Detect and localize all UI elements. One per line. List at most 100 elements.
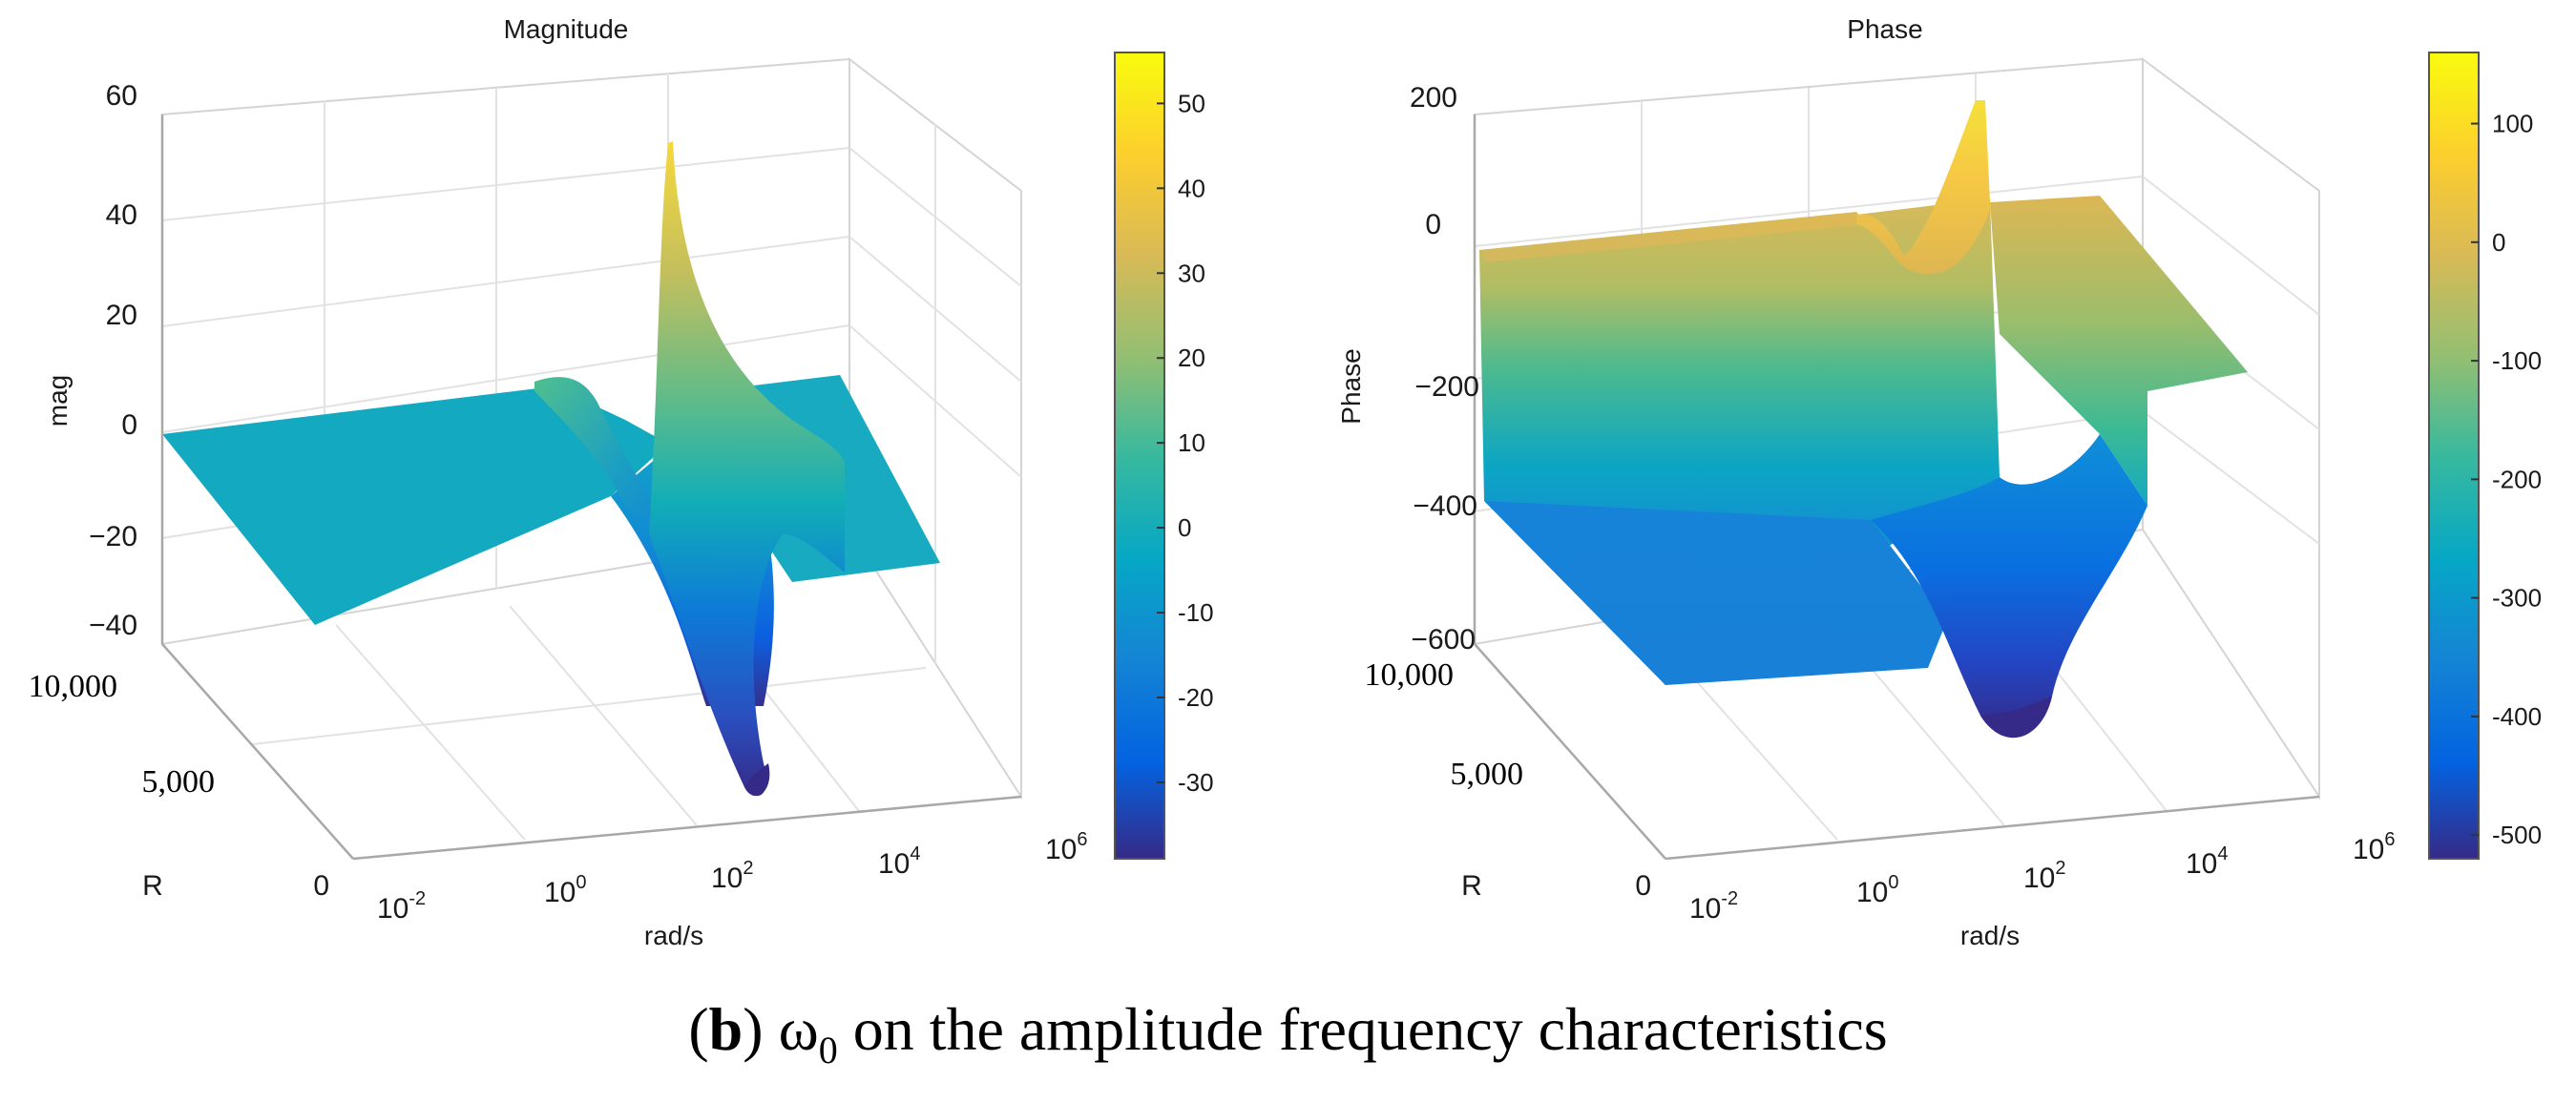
colorbar-tick-label: -20 bbox=[1178, 683, 1214, 712]
figure-caption: (b) ω0 on the amplitude frequency charac… bbox=[688, 995, 1888, 1072]
colorbar-tick-label: -400 bbox=[2492, 702, 2542, 731]
magnitude-z-label: mag bbox=[43, 375, 73, 427]
x-tick-base: 10 bbox=[711, 863, 743, 894]
x-tick: 10-2 bbox=[377, 888, 426, 925]
phase-top-edge bbox=[1479, 212, 1866, 262]
phase-x-label: rad/s bbox=[1960, 921, 2020, 950]
magnitude-colorbar: 50 40 30 20 10 0 -10 -20 -30 bbox=[1114, 52, 1214, 860]
z-tick: 20 bbox=[106, 300, 137, 331]
x-tick: 100 bbox=[544, 872, 587, 908]
x-tick: 104 bbox=[2186, 843, 2229, 880]
colorbar-tick-label: 0 bbox=[2492, 228, 2505, 257]
y-tick: 0 bbox=[1635, 870, 1651, 902]
z-tick: −200 bbox=[1414, 371, 1479, 403]
caption-label: b bbox=[708, 995, 743, 1063]
phase-trough bbox=[1980, 697, 2052, 739]
magnitude-title: Magnitude bbox=[504, 14, 629, 44]
x-tick: 104 bbox=[878, 843, 921, 880]
x-tick: 106 bbox=[2353, 829, 2396, 865]
magnitude-colorbar-gradient bbox=[1114, 52, 1165, 860]
magnitude-flat-plane bbox=[162, 386, 668, 625]
magnitude-y-label: R bbox=[142, 870, 163, 902]
phase-x-ticks: 10-2 100 102 104 106 bbox=[1689, 829, 2396, 925]
x-tick-exp: 4 bbox=[910, 843, 920, 864]
x-tick: 102 bbox=[2023, 858, 2066, 894]
magnitude-y-ticks: 10,000 5,000 bbox=[29, 669, 216, 800]
z-tick: −600 bbox=[1411, 624, 1476, 656]
phase-surface bbox=[1479, 100, 2248, 739]
phase-right-plateau bbox=[1990, 196, 2248, 506]
caption-subscript: 0 bbox=[818, 1028, 838, 1072]
x-tick-base: 10 bbox=[2023, 863, 2055, 894]
x-tick-exp: 4 bbox=[2217, 843, 2228, 864]
phase-axes bbox=[1473, 114, 2320, 861]
x-tick-base: 10 bbox=[2186, 848, 2217, 880]
x-tick-exp: 6 bbox=[1077, 829, 1087, 850]
x-tick-exp: 6 bbox=[2384, 829, 2395, 850]
colorbar-tick-label: 100 bbox=[2492, 110, 2533, 138]
x-tick-exp: -2 bbox=[408, 888, 426, 909]
magnitude-x-ticks: 10-2 100 102 104 106 bbox=[377, 829, 1088, 925]
magnitude-panel: Magnitude bbox=[29, 14, 1214, 950]
x-tick-base: 10 bbox=[544, 877, 576, 908]
phase-y-label: R bbox=[1461, 870, 1482, 902]
phase-y-ticks: 10,000 5,000 bbox=[1365, 657, 1524, 792]
magnitude-floor bbox=[161, 586, 1022, 860]
colorbar-tick-label: 40 bbox=[1178, 174, 1205, 202]
colorbar-tick-label: 30 bbox=[1178, 259, 1205, 287]
y-tick: 10,000 bbox=[1365, 657, 1455, 693]
colorbar-tick-label: -30 bbox=[1178, 768, 1214, 797]
x-tick-base: 10 bbox=[377, 893, 408, 925]
magnitude-resonance-peak bbox=[649, 141, 845, 797]
x-tick-exp: 2 bbox=[743, 858, 753, 879]
x-tick-exp: 0 bbox=[576, 872, 586, 893]
magnitude-z-ticks: 60 40 20 0 −20 −40 bbox=[89, 80, 137, 641]
x-tick-base: 10 bbox=[878, 848, 910, 880]
colorbar-tick-label: 10 bbox=[1178, 428, 1205, 457]
colorbar-tick-label: 50 bbox=[1178, 89, 1205, 117]
phase-peak bbox=[1856, 100, 1990, 274]
x-tick-base: 10 bbox=[1045, 834, 1077, 865]
x-tick: 106 bbox=[1045, 829, 1088, 865]
colorbar-tick-label: -100 bbox=[2492, 346, 2542, 375]
phase-colorbar-gradient bbox=[2428, 52, 2480, 860]
x-tick: 102 bbox=[711, 858, 754, 894]
phase-side-wall bbox=[2142, 57, 2320, 801]
x-tick-exp: 2 bbox=[2055, 858, 2065, 879]
z-tick: −20 bbox=[89, 521, 137, 552]
x-tick-base: 10 bbox=[1689, 893, 1721, 925]
magnitude-resonance-ridge bbox=[534, 377, 668, 534]
phase-colorbar: 100 0 -100 -200 -300 -400 -500 bbox=[2428, 52, 2542, 860]
x-tick-base: 10 bbox=[1856, 877, 1888, 908]
y-tick: 10,000 bbox=[29, 669, 118, 704]
y-tick: 5,000 bbox=[142, 764, 216, 800]
x-tick-exp: -2 bbox=[1721, 888, 1738, 909]
colorbar-tick-label: -200 bbox=[2492, 465, 2542, 493]
colorbar-tick-label: -500 bbox=[2492, 821, 2542, 849]
x-tick: 100 bbox=[1856, 872, 1899, 908]
magnitude-axes bbox=[160, 114, 1022, 861]
z-tick: 0 bbox=[121, 409, 137, 441]
z-tick: −40 bbox=[89, 610, 137, 641]
phase-z-label: Phase bbox=[1336, 348, 1366, 424]
x-tick: 10-2 bbox=[1689, 888, 1738, 925]
colorbar-tick-label: -10 bbox=[1178, 598, 1214, 627]
phase-colorbar-ticks: 100 0 -100 -200 -300 -400 -500 bbox=[2471, 110, 2542, 849]
magnitude-colorbar-ticks: 50 40 30 20 10 0 -10 -20 -30 bbox=[1157, 89, 1214, 797]
phase-z-ticks: 200 0 −200 −400 −600 bbox=[1410, 82, 1479, 656]
colorbar-tick-label: 20 bbox=[1178, 343, 1205, 372]
y-tick: 5,000 bbox=[1451, 757, 1524, 792]
caption-text: on the amplitude frequency characteristi… bbox=[837, 995, 1888, 1063]
z-tick: 200 bbox=[1410, 82, 1457, 114]
figure-canvas: Magnitude bbox=[29, 14, 2543, 950]
phase-panel: Phase bbox=[1336, 14, 2542, 950]
phase-front-face bbox=[1484, 501, 1947, 685]
magnitude-x-label: rad/s bbox=[644, 921, 703, 950]
x-tick-exp: 0 bbox=[1888, 872, 1898, 893]
y-tick: 0 bbox=[313, 870, 329, 902]
magnitude-side-wall bbox=[848, 56, 1022, 801]
magnitude-trough bbox=[744, 763, 770, 797]
magnitude-surface bbox=[162, 141, 940, 797]
z-tick: 60 bbox=[106, 80, 137, 112]
